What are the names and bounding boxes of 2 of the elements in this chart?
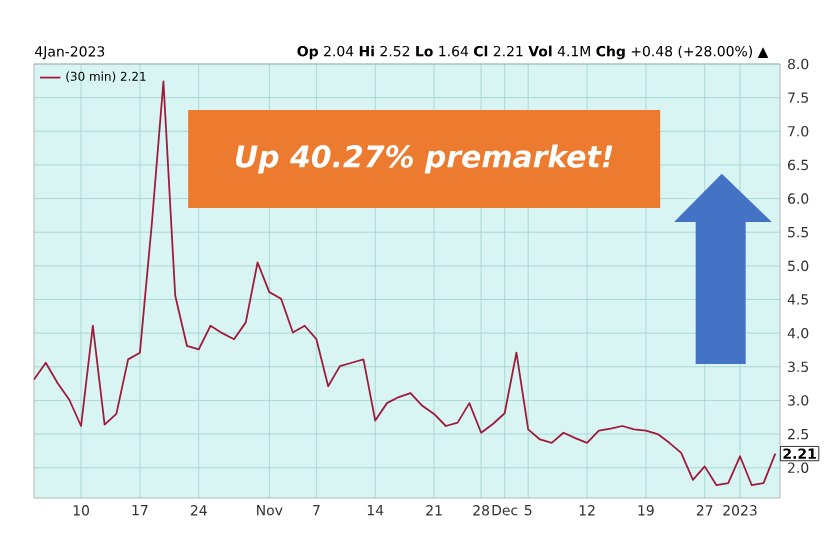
annotation: Up 40.27% premarket! [235, 144, 613, 174]
line-series [33, 80, 777, 487]
